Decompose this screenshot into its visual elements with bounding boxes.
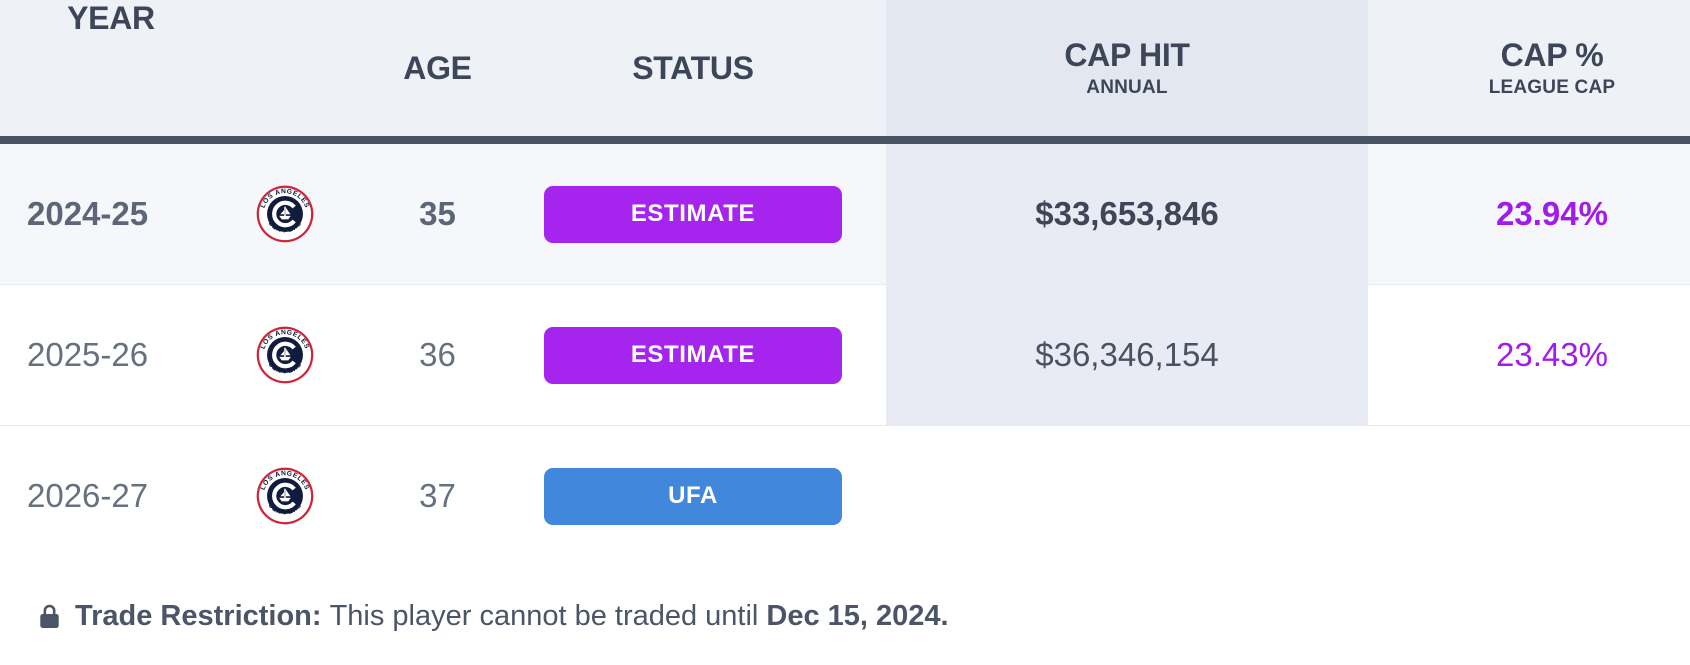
- col-header-cap-hit-sublabel: ANNUAL: [1086, 77, 1168, 98]
- age-value: 35: [419, 195, 456, 232]
- year-cell: 2024-25: [0, 144, 195, 284]
- age-value: 37: [419, 477, 456, 514]
- col-header-cap-pct-sublabel: LEAGUE CAP: [1488, 77, 1616, 98]
- cap-table: YEAR AGE STATUS CAP HIT ANNUAL CAP % LEA…: [0, 0, 1690, 566]
- status-badge-estimate: ESTIMATE: [544, 326, 842, 384]
- age-value: 36: [419, 336, 456, 373]
- status-cell: UFA: [500, 425, 886, 566]
- status-cell: ESTIMATE: [500, 144, 886, 284]
- col-header-status: STATUS: [500, 0, 886, 144]
- status-badge-ufa: UFA: [544, 467, 842, 525]
- cap-hit-cell: $36,346,154: [886, 284, 1368, 425]
- trade-restriction-label: Trade Restriction:: [75, 600, 322, 632]
- clippers-team-logo[interactable]: LOS ANGELES CLIPPERS: [256, 467, 314, 525]
- trade-restriction-note: Trade Restriction: This player cannot be…: [36, 600, 1690, 633]
- status-badge-estimate: ESTIMATE: [544, 185, 842, 243]
- cap-pct-cell: [1368, 425, 1690, 566]
- trade-restriction-text: This player cannot be traded until: [329, 600, 759, 632]
- team-cell: LOS ANGELES CLIPPERS: [195, 144, 375, 284]
- year-cell: 2026-27: [0, 425, 195, 566]
- age-cell: 36: [375, 284, 500, 425]
- cap-pct-value: 23.94%: [1496, 195, 1608, 232]
- age-cell: 37: [375, 425, 500, 566]
- cap-pct-cell: 23.94%: [1368, 144, 1690, 284]
- col-header-age-label: AGE: [403, 49, 472, 86]
- cap-pct-cell: 23.43%: [1368, 284, 1690, 425]
- cap-pct-value: 23.43%: [1496, 336, 1608, 373]
- status-cell: ESTIMATE: [500, 284, 886, 425]
- year-value: 2026-27: [27, 477, 149, 514]
- col-header-cap-pct-label: CAP %: [1500, 37, 1604, 73]
- col-header-team: [195, 0, 375, 144]
- trade-restriction-suffix: .: [940, 600, 949, 632]
- year-value: 2024-25: [27, 195, 149, 232]
- col-header-cap-pct: CAP % LEAGUE CAP: [1368, 0, 1690, 144]
- year-cell: 2025-26: [0, 284, 195, 425]
- col-header-age: AGE: [375, 0, 500, 144]
- lock-icon: [36, 601, 63, 632]
- cap-hit-cell: [886, 425, 1368, 566]
- col-header-year-label: YEAR: [67, 0, 155, 36]
- cap-hit-cell: $33,653,846: [886, 144, 1368, 284]
- age-cell: 35: [375, 144, 500, 284]
- clippers-team-logo[interactable]: LOS ANGELES CLIPPERS: [256, 326, 314, 384]
- cap-hit-value: $36,346,154: [1035, 336, 1219, 373]
- col-header-cap-hit-label: CAP HIT: [1064, 37, 1190, 73]
- trade-restriction-date: Dec 15, 2024: [766, 600, 941, 632]
- year-value: 2025-26: [27, 336, 149, 373]
- cap-hit-value: $33,653,846: [1035, 195, 1219, 232]
- clippers-team-logo[interactable]: LOS ANGELES CLIPPERS: [256, 185, 314, 243]
- col-header-cap-hit: CAP HIT ANNUAL: [886, 0, 1368, 144]
- team-cell: LOS ANGELES CLIPPERS: [195, 425, 375, 566]
- team-cell: LOS ANGELES CLIPPERS: [195, 284, 375, 425]
- col-header-year: YEAR: [0, 0, 195, 144]
- col-header-status-label: STATUS: [632, 49, 754, 86]
